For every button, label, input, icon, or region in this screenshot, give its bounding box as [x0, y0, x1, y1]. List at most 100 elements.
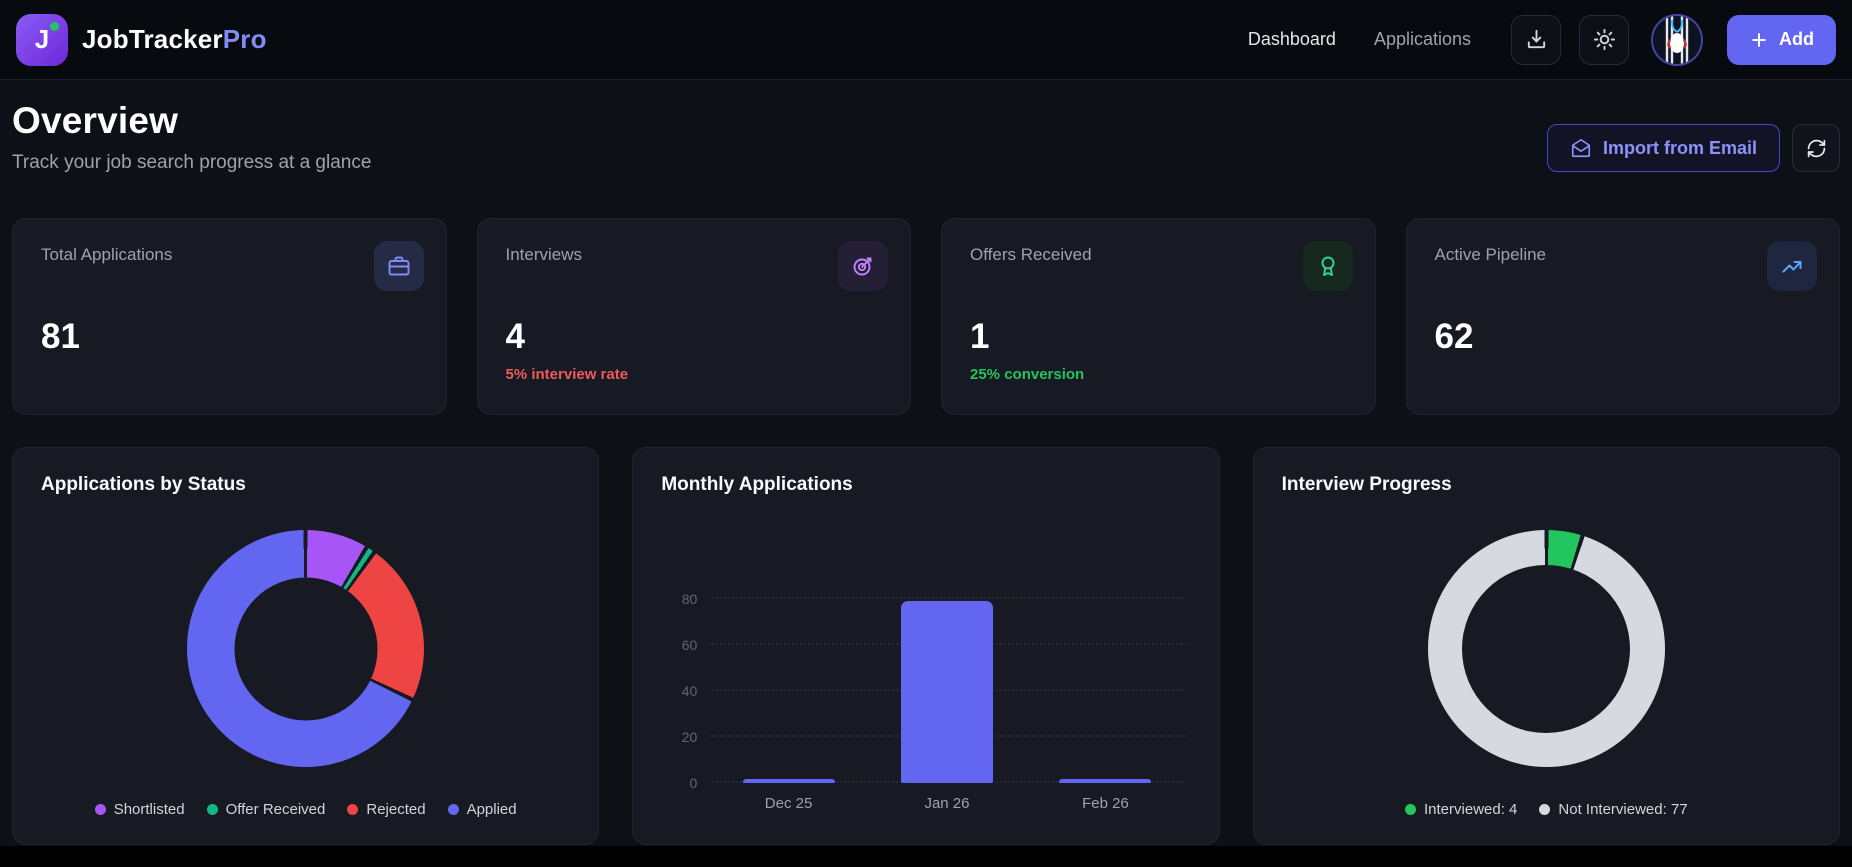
plus-icon	[1752, 32, 1766, 47]
y-axis-tick: 20	[681, 728, 698, 745]
stat-subtitle: 5% interview rate	[505, 366, 629, 383]
bar-dec-25[interactable]	[742, 779, 835, 783]
chart-title: Interview Progress	[1281, 474, 1452, 495]
app-root: J JobTrackerPro Dashboard Applications	[0, 0, 1852, 846]
progress-donut-chart[interactable]	[1427, 530, 1665, 767]
legend-label: Offer Received	[225, 801, 326, 818]
legend-dot-icon	[94, 804, 106, 815]
charts-row: Applications by Status Shortlisted Offer …	[12, 447, 1840, 845]
legend-label: Rejected	[366, 801, 426, 818]
stat-value: 62	[1434, 317, 1474, 356]
download-icon	[1527, 29, 1545, 49]
legend-dot-icon	[206, 804, 218, 815]
legend-dot-icon	[347, 804, 359, 815]
stat-label: Offers Received	[970, 245, 1092, 264]
export-download-button[interactable]	[1511, 14, 1561, 65]
main-content: Overview Track your job search progress …	[0, 80, 1852, 846]
bar-jan-26[interactable]	[900, 600, 993, 783]
import-button-label: Import from Email	[1602, 137, 1757, 158]
add-button-label: Add	[1779, 29, 1814, 49]
donut-hole	[1462, 564, 1631, 733]
nav-links: Dashboard Applications	[1248, 29, 1471, 50]
legend-item[interactable]: Offer Received	[206, 801, 326, 818]
import-from-email-button[interactable]: Import from Email	[1546, 124, 1780, 172]
theme-toggle-button[interactable]	[1579, 14, 1629, 65]
x-axis-label: Jan 26	[924, 795, 970, 812]
progress-legend: Interviewed: 4 Not Interviewed: 77	[1282, 801, 1811, 818]
brand-name-suffix: Pro	[222, 24, 267, 54]
legend-item[interactable]: Interviewed: 4	[1405, 801, 1517, 818]
progress-donut-wrap	[1282, 496, 1811, 801]
brand-name-main: JobTracker	[82, 24, 223, 54]
briefcase-icon	[388, 256, 409, 276]
stat-icon-badge	[373, 241, 424, 291]
chart-title: Monthly Applications	[661, 474, 853, 495]
legend-dot-icon	[1539, 804, 1551, 815]
nav-link-dashboard[interactable]: Dashboard	[1247, 29, 1336, 49]
page-header-text: Overview Track your job search progress …	[12, 100, 371, 174]
user-avatar[interactable]	[1651, 13, 1703, 66]
stat-value: 4	[505, 317, 525, 356]
legend-label: Not Interviewed: 77	[1558, 801, 1688, 818]
legend-item[interactable]: Not Interviewed: 77	[1539, 801, 1688, 818]
nav-link-applications[interactable]: Applications	[1373, 29, 1471, 49]
stat-label: Total Applications	[41, 245, 173, 264]
legend-dot-icon	[447, 804, 459, 815]
legend-item[interactable]: Applied	[447, 801, 517, 818]
page-title: Overview	[12, 100, 179, 141]
bar-plot-area: 0 20 40 60 80	[682, 571, 1185, 791]
nav-right: Dashboard Applications	[1248, 13, 1836, 66]
stat-icon-badge	[838, 241, 888, 291]
target-icon	[853, 257, 872, 276]
logo-letter: J	[34, 24, 50, 54]
legend-item[interactable]: Rejected	[347, 801, 426, 818]
legend-dot-icon	[1405, 804, 1416, 815]
stat-subtitle: 25% conversion	[970, 366, 1085, 383]
y-axis-tick: 0	[689, 775, 698, 791]
donut-hole	[234, 577, 378, 720]
x-axis-labels: Dec 25 Jan 26 Feb 26	[709, 795, 1184, 812]
brand-name: JobTrackerPro	[82, 24, 267, 55]
stat-label: Active Pipeline	[1434, 245, 1547, 264]
gridline: 80	[682, 591, 1185, 607]
brand[interactable]: J JobTrackerPro	[16, 13, 267, 66]
stat-card-active-pipeline: Active Pipeline 62	[1405, 218, 1840, 415]
stat-value: 1	[970, 317, 990, 356]
bars	[709, 571, 1184, 783]
legend-item[interactable]: Shortlisted	[94, 801, 185, 818]
status-donut-wrap	[41, 496, 570, 801]
chart-card-monthly-applications: Monthly Applications 0 20 40 60 80 Dec 25 Jan…	[632, 447, 1220, 845]
chart-card-interview-progress: Interview Progress Interviewed: 4 Not Int…	[1252, 447, 1840, 845]
logo-status-dot-icon	[50, 21, 59, 31]
x-axis-label: Feb 26	[1082, 795, 1129, 812]
legend-label: Interviewed: 4	[1424, 801, 1518, 818]
status-legend: Shortlisted Offer Received Rejected Applied	[41, 801, 570, 818]
sun-icon	[1593, 28, 1615, 51]
header-actions: Import from Email	[1546, 124, 1840, 172]
legend-label: Applied	[466, 801, 517, 818]
status-donut-chart[interactable]	[187, 530, 425, 767]
envelope-icon	[1571, 138, 1591, 158]
stat-card-offers-received: Offers Received 1 25% conversion	[941, 218, 1376, 415]
chart-card-applications-by-status: Applications by Status Shortlisted Offer …	[12, 447, 600, 845]
award-icon	[1321, 256, 1334, 276]
trending-up-icon	[1782, 261, 1802, 273]
stat-label: Interviews	[505, 245, 583, 264]
stat-card-total-applications: Total Applications 81	[12, 218, 447, 415]
stat-icon-badge	[1767, 241, 1817, 291]
page-subtitle: Track your job search progress at a glan…	[12, 152, 372, 173]
x-axis-label: Dec 25	[764, 795, 813, 812]
chart-title: Applications by Status	[41, 474, 246, 495]
stats-row: Total Applications 81 Interviews	[12, 218, 1840, 415]
bar-feb-26[interactable]	[1059, 779, 1152, 783]
refresh-icon	[1807, 139, 1825, 157]
refresh-button[interactable]	[1792, 124, 1840, 172]
legend-label: Shortlisted	[113, 801, 185, 818]
stat-value: 81	[41, 317, 80, 356]
y-axis-tick: 40	[681, 682, 698, 699]
stat-icon-badge	[1302, 241, 1353, 291]
avatar-image	[1653, 15, 1701, 64]
add-application-button[interactable]: Add	[1727, 14, 1836, 65]
monthly-bar-chart[interactable]: 0 20 40 60 80 Dec 25 Jan 26 Feb 26	[661, 496, 1190, 818]
stat-card-interviews: Interviews 4 5% interview rate	[476, 218, 911, 415]
